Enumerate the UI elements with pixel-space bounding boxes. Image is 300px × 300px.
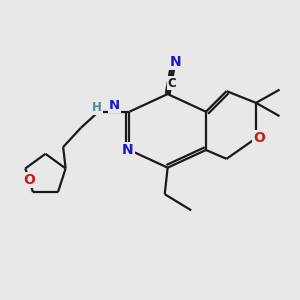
Text: C: C (168, 76, 176, 89)
Text: N: N (122, 143, 134, 157)
Text: N: N (170, 55, 182, 69)
Text: O: O (23, 173, 35, 187)
Text: O: O (253, 131, 265, 145)
Text: N: N (109, 99, 120, 112)
Text: H: H (92, 101, 102, 114)
